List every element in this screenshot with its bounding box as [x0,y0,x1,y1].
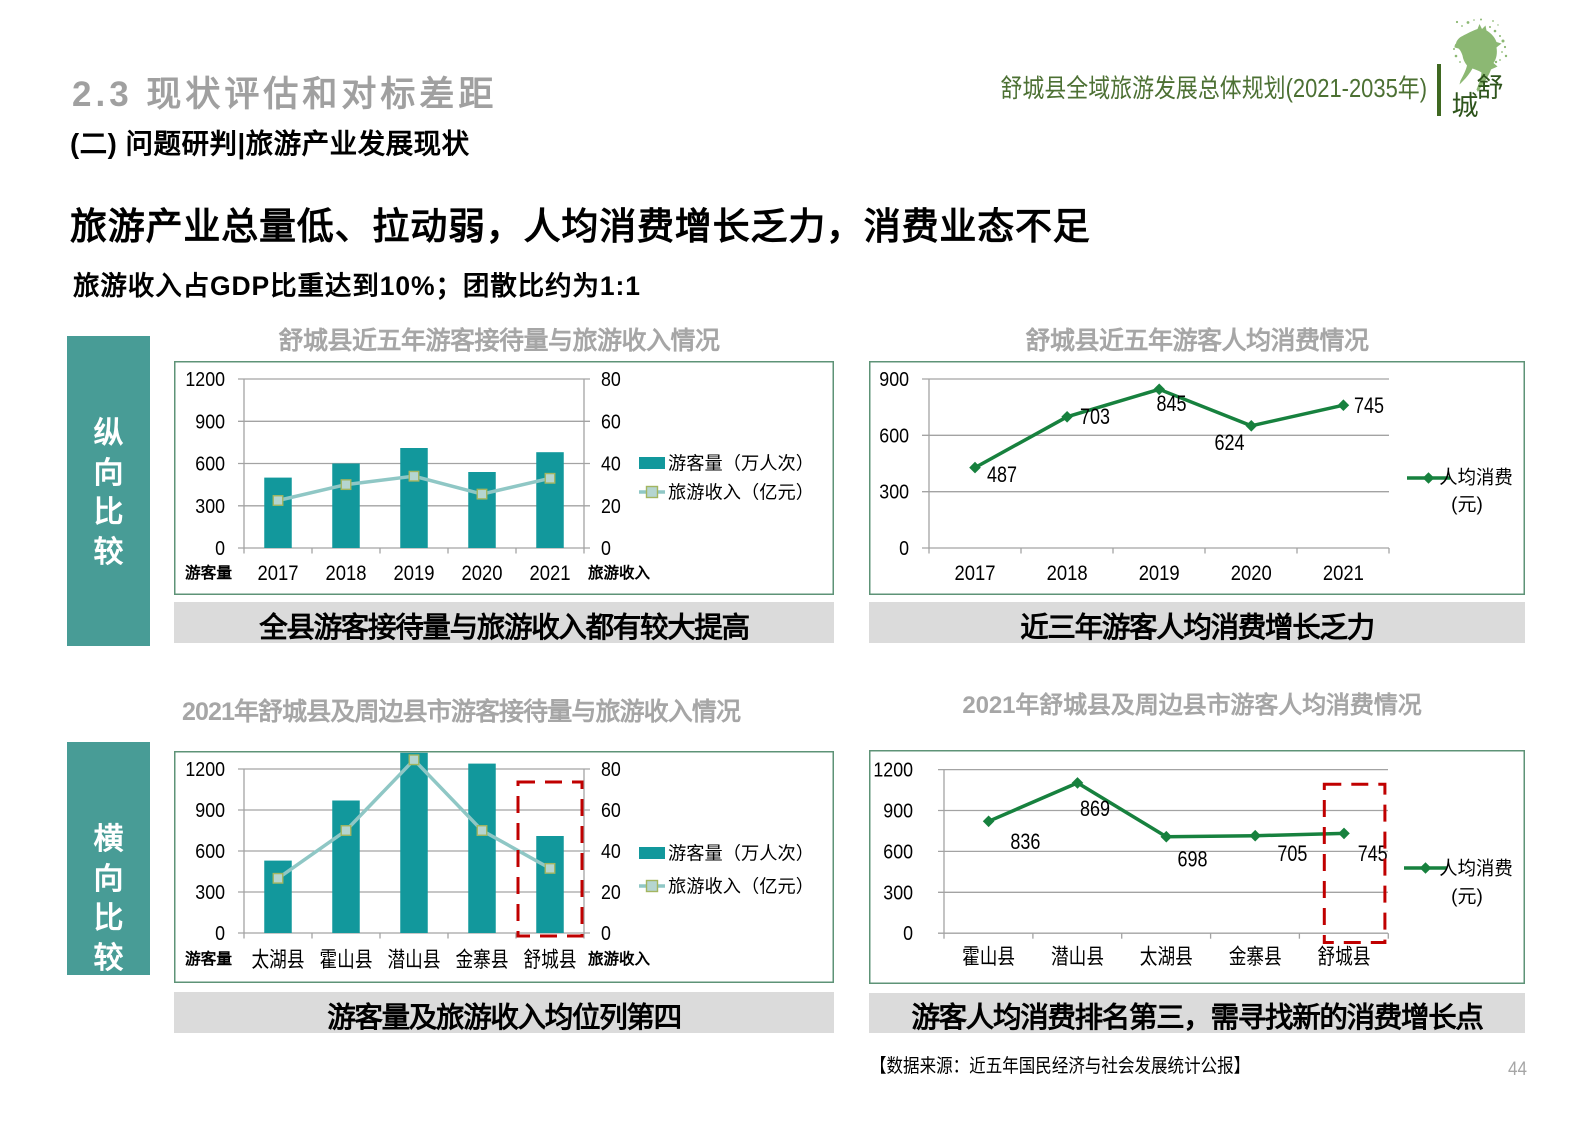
svg-text:845: 845 [1157,391,1187,416]
svg-text:2017: 2017 [258,561,299,585]
svg-text:624: 624 [1215,430,1245,455]
svg-text:600: 600 [195,454,225,476]
svg-text:潜山县: 潜山县 [1051,945,1104,969]
svg-text:1200: 1200 [873,760,913,782]
svg-text:潜山县: 潜山县 [388,948,441,972]
svg-text:20: 20 [601,496,621,518]
svg-text:太湖县: 太湖县 [1140,945,1193,969]
svg-text:745: 745 [1358,841,1388,866]
svg-text:2021: 2021 [530,561,571,585]
svg-text:人均消费: 人均消费 [1439,467,1513,489]
svg-text:40: 40 [601,454,621,476]
svg-text:40: 40 [601,841,621,863]
svg-text:60: 60 [601,411,621,433]
svg-text:人均消费: 人均消费 [1439,858,1513,880]
svg-text:1200: 1200 [185,369,225,391]
svg-text:舒城县: 舒城县 [524,948,577,972]
svg-text:300: 300 [879,482,909,504]
svg-text:霍山县: 霍山县 [320,948,373,972]
svg-text:300: 300 [883,882,913,904]
svg-text:2020: 2020 [1231,561,1272,585]
svg-text:2021: 2021 [1323,561,1364,585]
svg-text:金寨县: 金寨县 [456,948,509,972]
svg-text:745: 745 [1354,393,1384,418]
svg-text:2018: 2018 [1047,561,1088,585]
svg-text:487: 487 [987,462,1017,487]
svg-text:836: 836 [1010,829,1040,854]
svg-text:1200: 1200 [185,759,225,781]
svg-text:霍山县: 霍山县 [962,945,1015,969]
svg-text:900: 900 [879,369,909,391]
svg-text:703: 703 [1080,404,1110,429]
svg-text:太湖县: 太湖县 [252,948,305,972]
svg-text:0: 0 [899,538,909,560]
svg-text:2019: 2019 [1139,561,1180,585]
svg-text:旅游收入（亿元）: 旅游收入（亿元） [668,877,814,897]
svg-text:80: 80 [601,369,621,391]
svg-text:900: 900 [195,411,225,433]
svg-text:舒城县: 舒城县 [1318,945,1371,969]
svg-text:旅游收入（亿元）: 旅游收入（亿元） [668,483,814,503]
svg-text:600: 600 [879,425,909,447]
svg-text:600: 600 [883,841,913,863]
svg-text:300: 300 [195,496,225,518]
svg-text:旅游收入: 旅游收入 [588,949,650,968]
svg-text:旅游收入: 旅游收入 [588,563,650,582]
svg-text:(元): (元) [1451,495,1483,516]
svg-text:900: 900 [883,801,913,823]
svg-text:20: 20 [601,882,621,904]
svg-text:游客量（万人次）: 游客量（万人次） [668,844,814,864]
svg-text:0: 0 [903,923,913,945]
svg-text:金寨县: 金寨县 [1229,945,1282,969]
svg-text:2020: 2020 [462,561,503,585]
svg-text:2019: 2019 [394,561,435,585]
svg-text:0: 0 [215,923,225,945]
svg-text:900: 900 [195,800,225,822]
svg-text:60: 60 [601,800,621,822]
svg-text:0: 0 [601,538,611,560]
svg-text:300: 300 [195,882,225,904]
svg-text:600: 600 [195,841,225,863]
svg-text:698: 698 [1178,847,1208,872]
svg-text:舒: 舒 [1477,73,1504,103]
svg-text:城: 城 [1452,91,1479,121]
svg-text:游客量: 游客量 [185,563,232,582]
svg-text:705: 705 [1277,841,1307,866]
svg-text:(元): (元) [1451,887,1483,908]
svg-text:游客量（万人次）: 游客量（万人次） [668,454,814,474]
svg-text:游客量: 游客量 [185,949,232,968]
svg-text:0: 0 [601,923,611,945]
svg-text:2017: 2017 [955,561,996,585]
svg-text:0: 0 [215,538,225,560]
svg-text:80: 80 [601,759,621,781]
svg-text:869: 869 [1080,796,1110,821]
svg-text:2018: 2018 [326,561,367,585]
